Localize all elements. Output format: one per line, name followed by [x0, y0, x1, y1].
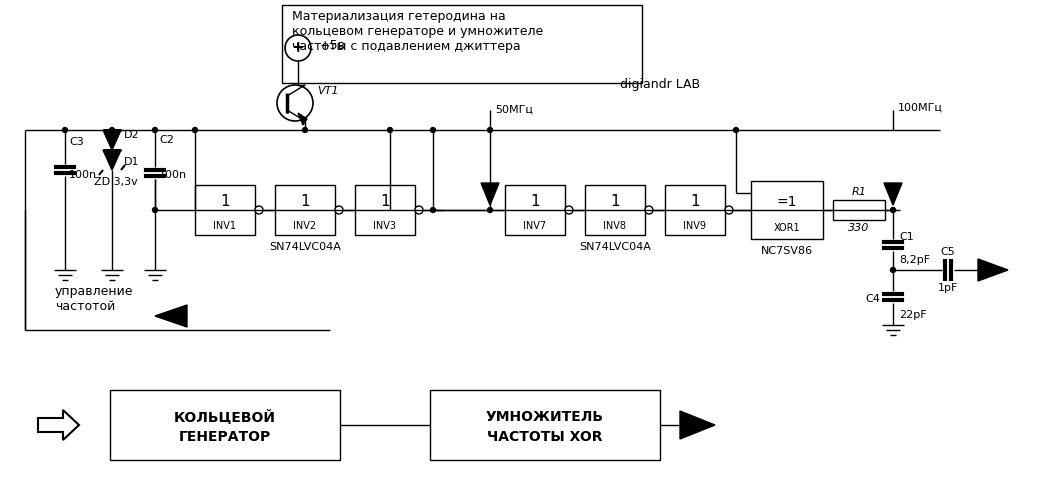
Circle shape [255, 206, 263, 214]
Text: 1рF: 1рF [938, 283, 958, 293]
Polygon shape [480, 183, 499, 205]
Circle shape [488, 127, 492, 132]
Circle shape [109, 127, 115, 132]
Text: ZD 3,3v: ZD 3,3v [94, 177, 138, 187]
Bar [275, 185, 335, 235]
Polygon shape [38, 410, 79, 440]
Bar [833, 200, 885, 220]
Text: C2: C2 [159, 135, 174, 145]
Text: SN74LVC04A: SN74LVC04A [579, 242, 651, 252]
Bar [585, 185, 645, 235]
Text: R1: R1 [851, 187, 866, 197]
Circle shape [566, 206, 573, 214]
Circle shape [725, 206, 733, 214]
Text: 330: 330 [848, 223, 870, 233]
Text: 100n: 100n [69, 170, 97, 180]
Text: ГЕНЕРАТОР: ГЕНЕРАТОР [179, 430, 271, 444]
Text: КОЛЬЦЕВОЙ: КОЛЬЦЕВОЙ [174, 410, 276, 424]
Text: 100n: 100n [159, 170, 187, 180]
Text: 22рF: 22рF [899, 310, 927, 320]
Text: 8,2рF: 8,2рF [899, 255, 930, 265]
Text: 1: 1 [300, 195, 309, 210]
Bar [282, 5, 642, 83]
Text: управление
частотой: управление частотой [55, 285, 134, 313]
Polygon shape [155, 305, 187, 327]
Polygon shape [680, 411, 715, 439]
Text: C4: C4 [865, 294, 880, 304]
Text: ЧАСТОТЫ XOR: ЧАСТОТЫ XOR [487, 430, 603, 444]
Circle shape [277, 85, 313, 121]
Text: 50МГц: 50МГц [495, 105, 533, 115]
Text: INV9: INV9 [684, 221, 707, 231]
Circle shape [488, 207, 492, 213]
Circle shape [431, 207, 436, 213]
Polygon shape [884, 183, 902, 205]
Text: INV1: INV1 [214, 221, 236, 231]
Polygon shape [298, 113, 307, 125]
Circle shape [285, 35, 311, 61]
Text: SN74LVC04A: SN74LVC04A [269, 242, 341, 252]
Text: XOR1: XOR1 [774, 223, 800, 233]
Bar [505, 185, 566, 235]
Bar [750, 181, 823, 239]
Text: INV8: INV8 [604, 221, 626, 231]
Text: C5: C5 [941, 247, 956, 257]
Text: 1: 1 [220, 195, 230, 210]
Bar [665, 185, 725, 235]
Circle shape [431, 127, 436, 132]
Text: C3: C3 [69, 137, 84, 147]
Text: VT1: VT1 [317, 86, 338, 96]
Circle shape [645, 206, 653, 214]
Circle shape [388, 207, 392, 213]
Text: УМНОЖИТЕЛЬ: УМНОЖИТЕЛЬ [486, 410, 604, 424]
Circle shape [335, 206, 343, 214]
Text: 1: 1 [381, 195, 390, 210]
Text: +5в: +5в [320, 40, 345, 52]
Polygon shape [103, 130, 121, 150]
Circle shape [891, 268, 895, 272]
Text: digiandr LAB: digiandr LAB [620, 78, 701, 92]
Text: =1: =1 [777, 195, 797, 209]
Text: Материализация гетеродина на
кольцевом генераторе и умножителе
частоты с подавле: Материализация гетеродина на кольцевом г… [292, 10, 543, 53]
Circle shape [388, 127, 392, 132]
Polygon shape [978, 259, 1008, 281]
Polygon shape [103, 150, 121, 170]
Text: 1: 1 [690, 195, 699, 210]
Bar [355, 185, 415, 235]
Text: INV7: INV7 [523, 221, 546, 231]
Circle shape [152, 127, 157, 132]
Circle shape [415, 206, 423, 214]
Text: INV3: INV3 [373, 221, 396, 231]
Text: D1: D1 [124, 157, 139, 167]
Circle shape [303, 127, 307, 132]
Bar [109, 390, 340, 460]
Text: 1: 1 [610, 195, 620, 210]
Text: C1: C1 [899, 232, 914, 242]
Circle shape [891, 207, 895, 213]
Bar [195, 185, 255, 235]
Circle shape [63, 127, 67, 132]
Circle shape [733, 127, 739, 132]
Circle shape [192, 127, 198, 132]
Bar [431, 390, 660, 460]
Circle shape [152, 207, 157, 213]
Text: INV2: INV2 [293, 221, 317, 231]
Text: 100МГц: 100МГц [898, 103, 943, 113]
Text: NC7SV86: NC7SV86 [761, 246, 813, 256]
Text: +: + [291, 41, 304, 55]
Text: 1: 1 [530, 195, 540, 210]
Text: D2: D2 [124, 130, 139, 140]
